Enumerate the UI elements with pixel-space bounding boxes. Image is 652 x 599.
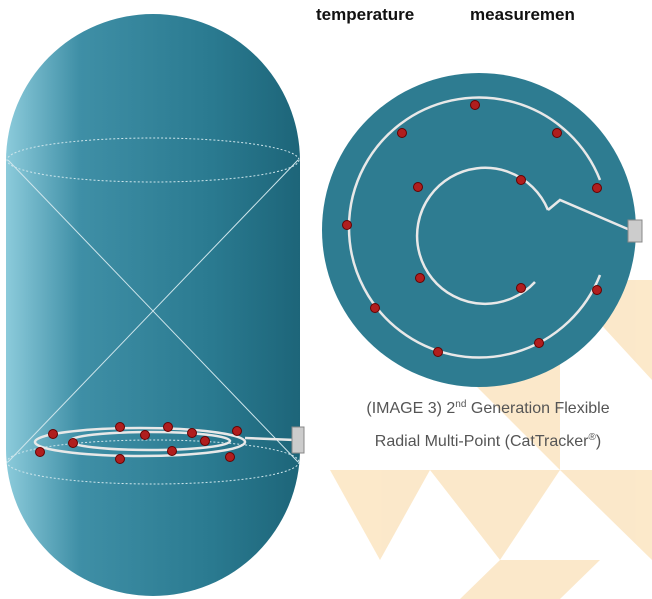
caption-text: Generation Flexible [466,400,609,417]
heading-word: measuremen [470,5,575,24]
caption-line: Radial Multi-Point (CatTracker®) [375,432,601,450]
caption-sup: ® [588,432,596,443]
vessel [6,14,305,596]
caption-text: ) [596,433,601,450]
heading-word: temperature [316,5,414,24]
caption-text: Radial Multi-Point (CatTracker [375,433,589,450]
radial-sensor [322,73,643,387]
caption-sup: nd [455,399,466,410]
caption-text: (IMAGE 3) 2 [366,400,455,417]
caption-line: (IMAGE 3) 2nd Generation Flexible [366,399,609,417]
